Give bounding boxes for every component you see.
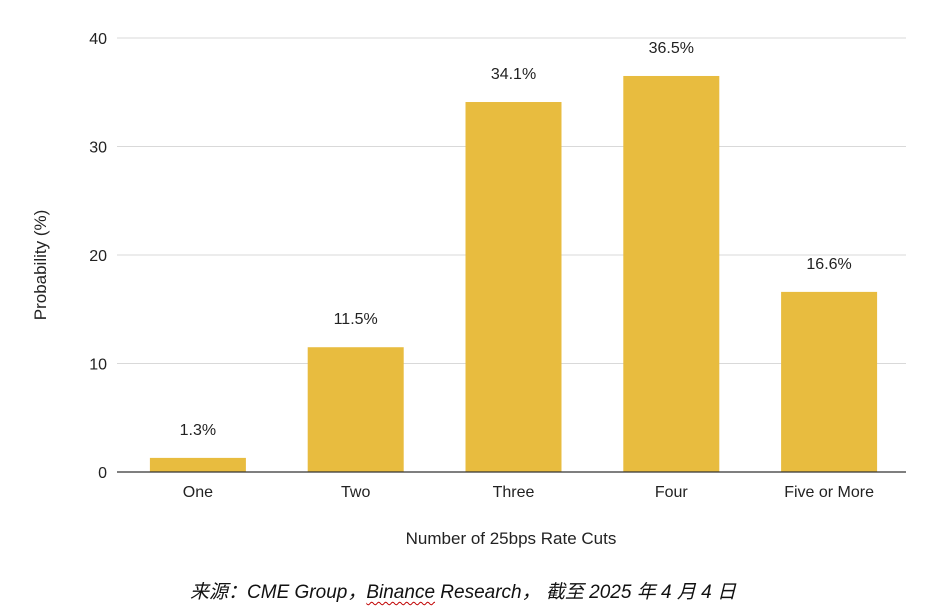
x-tick-label: Five or More [784,484,874,501]
data-label: 16.6% [806,256,851,273]
x-tick-label: Four [655,484,689,501]
x-tick-label: One [183,484,213,501]
data-label: 36.5% [649,40,694,57]
x-tick-label: Two [341,484,370,501]
bar [623,75,720,472]
y-tick-label: 10 [89,357,107,374]
data-labels: 1.3% 11.5% 34.1% 36.5% 16.6% [180,40,852,439]
bar [149,457,246,472]
bars [149,75,878,472]
source-suffix: Research， 截至 2025 年 4 月 4 日 [435,582,736,603]
data-label: 34.1% [491,66,536,83]
y-tick-label: 20 [89,248,107,265]
bar [781,291,878,472]
y-tick-label: 0 [98,465,107,482]
y-axis-ticks: 0 10 20 30 40 [89,31,107,482]
x-axis-ticks: One Two Three Four Five or More [183,484,874,501]
y-tick-label: 30 [89,140,107,157]
bar [465,102,562,472]
y-tick-label: 40 [89,31,107,48]
data-label: 1.3% [180,422,216,439]
x-tick-label: Three [493,484,535,501]
x-axis-label: Number of 25bps Rate Cuts [406,529,617,548]
source-caption: 来源：CME Group，Binance Research， 截至 2025 年… [0,577,926,604]
source-highlight: Binance [366,582,436,603]
source-prefix: 来源：CME Group， [190,582,367,603]
data-label: 11.5% [334,311,378,328]
bar-chart: 0 10 20 30 40 1.3% 11.5% 34.1% 36.5% 16.6% One Tw… [31,31,906,548]
y-axis-label: Probability (%) [31,210,50,321]
bar [307,347,404,472]
